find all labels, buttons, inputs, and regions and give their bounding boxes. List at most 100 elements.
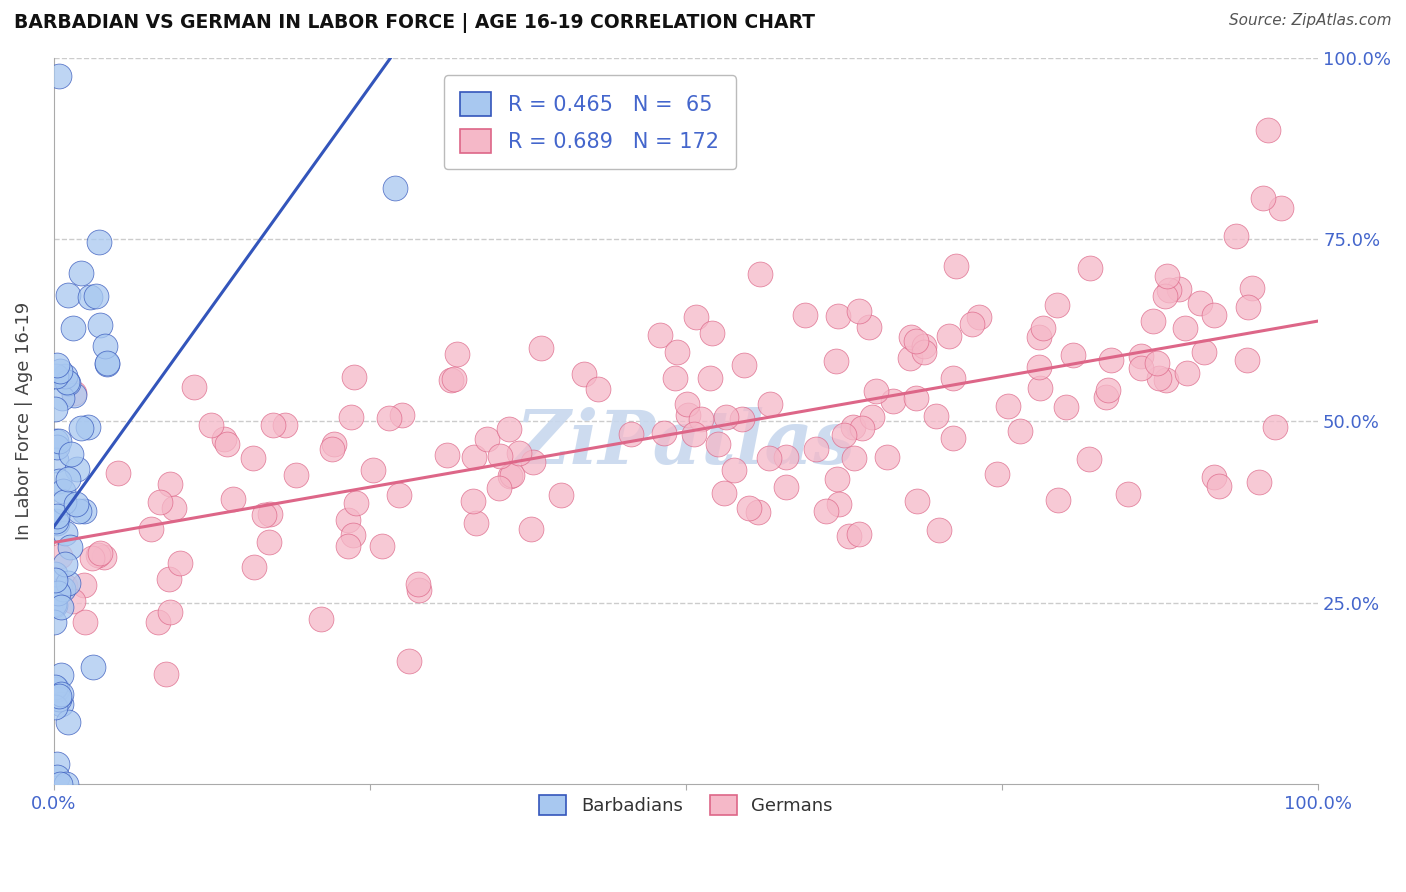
Point <box>501 467 523 482</box>
Point <box>200 418 222 433</box>
Point <box>53 369 76 384</box>
Point <box>45 514 67 528</box>
Point <box>1146 356 1168 370</box>
Point <box>262 417 284 432</box>
Point <box>586 382 609 396</box>
Point <box>1116 487 1139 501</box>
Point <box>77 420 100 434</box>
Point <box>56 575 79 590</box>
Point <box>967 310 990 324</box>
Point <box>733 358 755 372</box>
Point <box>49 549 72 563</box>
Point <box>1192 345 1215 359</box>
Point <box>87 549 110 563</box>
Point <box>775 480 797 494</box>
Point <box>664 371 686 385</box>
Point <box>70 267 93 281</box>
Point <box>520 522 543 536</box>
Point <box>1062 348 1084 362</box>
Point <box>398 654 420 668</box>
Point <box>73 504 96 518</box>
Point <box>1251 191 1274 205</box>
Point <box>274 417 297 432</box>
Point <box>52 483 75 498</box>
Point <box>827 309 849 323</box>
Point <box>842 451 865 466</box>
Point <box>738 501 761 516</box>
Point <box>461 494 484 508</box>
Point <box>243 560 266 574</box>
Point <box>1154 374 1177 388</box>
Point <box>997 399 1019 413</box>
Point <box>1249 475 1271 490</box>
Point <box>723 463 745 477</box>
Point <box>51 687 73 701</box>
Point <box>1028 330 1050 344</box>
Point <box>56 472 79 486</box>
Point <box>713 486 735 500</box>
Point <box>814 504 837 518</box>
Point <box>384 181 406 195</box>
Point <box>69 420 91 434</box>
Point <box>146 615 169 630</box>
Point <box>46 756 69 771</box>
Point <box>309 611 332 625</box>
Point <box>86 289 108 303</box>
Point <box>53 495 76 509</box>
Point <box>336 539 359 553</box>
Point <box>75 615 97 629</box>
Point <box>48 474 70 488</box>
Point <box>342 528 364 542</box>
Point <box>63 386 86 401</box>
Point <box>1264 420 1286 434</box>
Point <box>530 341 553 355</box>
Point <box>337 513 360 527</box>
Point <box>406 577 429 591</box>
Point <box>942 371 965 385</box>
Point <box>139 521 162 535</box>
Point <box>44 401 66 416</box>
Point <box>848 303 870 318</box>
Point <box>159 476 181 491</box>
Point <box>690 412 713 426</box>
Point <box>44 597 66 611</box>
Point <box>440 373 463 387</box>
Point <box>59 541 82 555</box>
Point <box>46 681 69 696</box>
Point <box>378 410 401 425</box>
Point <box>58 287 80 301</box>
Point <box>1236 301 1258 315</box>
Point <box>1236 352 1258 367</box>
Point <box>1142 313 1164 327</box>
Point <box>45 434 67 448</box>
Point <box>89 318 111 333</box>
Point <box>1204 470 1226 484</box>
Point <box>45 508 67 523</box>
Point <box>87 235 110 249</box>
Point <box>749 267 772 281</box>
Point <box>51 392 73 406</box>
Point <box>747 505 769 519</box>
Point <box>882 394 904 409</box>
Point <box>1240 281 1263 295</box>
Point <box>1029 381 1052 395</box>
Point <box>1208 479 1230 493</box>
Point <box>363 462 385 476</box>
Point <box>832 428 855 442</box>
Point <box>62 321 84 335</box>
Point <box>1257 123 1279 137</box>
Point <box>838 529 860 543</box>
Point <box>323 437 346 451</box>
Point <box>56 376 79 391</box>
Point <box>1097 383 1119 397</box>
Point <box>65 497 87 511</box>
Point <box>48 434 70 448</box>
Point <box>682 426 704 441</box>
Point <box>1032 320 1054 334</box>
Point <box>1147 371 1170 385</box>
Point <box>62 388 84 402</box>
Point <box>1154 289 1177 303</box>
Point <box>49 668 72 682</box>
Point <box>489 449 512 463</box>
Point <box>1202 308 1225 322</box>
